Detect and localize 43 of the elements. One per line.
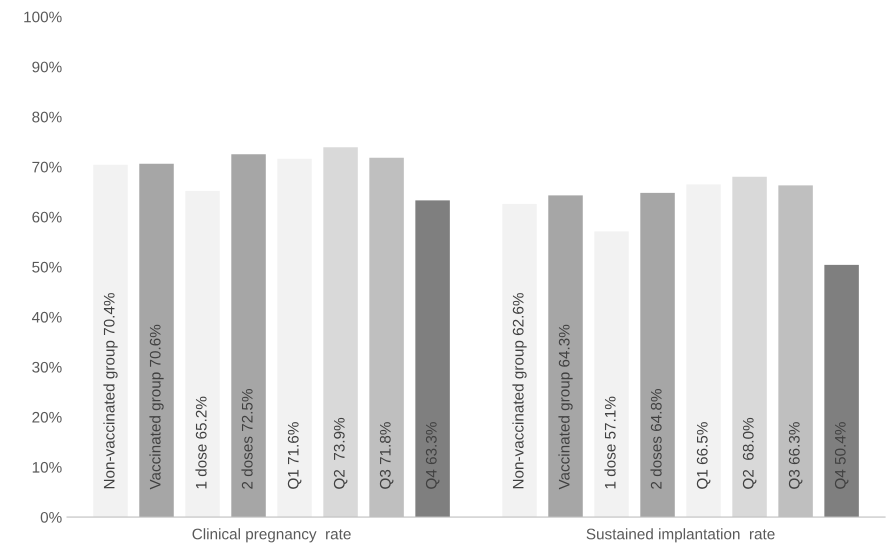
bar [594,231,629,518]
data-label: Q3 71.8% [380,422,394,489]
bar [231,154,266,518]
data-label: Q4 63.3% [426,422,440,489]
y-tick-label: 90% [32,62,62,72]
data-label: Q2 73.9% [334,418,348,489]
bar [548,195,583,518]
data-label: Q2 68.0% [742,418,756,489]
y-tick-label: 60% [32,212,62,223]
x-tick-label: Clinical pregnancy rate [192,528,351,542]
y-tick-label: 40% [32,312,62,323]
bar [323,147,358,518]
bar [824,264,859,518]
bar [139,164,174,518]
x-tick-label: Sustained implantation rate [586,528,775,542]
data-label: 1 dose 65.2% [195,396,207,488]
data-label: Q1 71.6% [288,422,302,489]
y-tick-label: 0% [40,512,62,523]
y-tick-label: 50% [32,262,62,273]
bar [686,184,721,518]
data-label: Q3 66.3% [788,422,802,489]
y-tick-label: 20% [32,412,62,423]
data-label: 2 doses 72.5% [241,389,253,489]
y-tick-label: 80% [32,112,62,122]
bar [640,192,675,518]
bar [185,190,220,518]
data-label: Non-vaccinated group 62.6% [512,293,527,488]
data-label: 1 dose 57.1% [604,396,616,488]
data-label: Vaccinated group 70.6% [149,324,164,490]
y-tick-label: 10% [32,462,62,473]
data-label: Q4 50.4% [834,422,848,489]
y-tick-label: 100% [24,12,62,22]
data-label: Vaccinated group 64.3% [558,324,573,490]
bar [502,204,537,518]
bar [277,158,312,518]
bar [93,164,128,518]
data-label: 2 doses 64.8% [650,389,662,489]
data-label: Q1 66.5% [696,422,710,489]
y-tick-label: 70% [32,162,62,172]
data-label: Non-vaccinated group 70.4% [103,293,118,488]
bar [415,200,450,518]
y-tick-label: 30% [32,362,62,373]
bar [732,176,767,518]
